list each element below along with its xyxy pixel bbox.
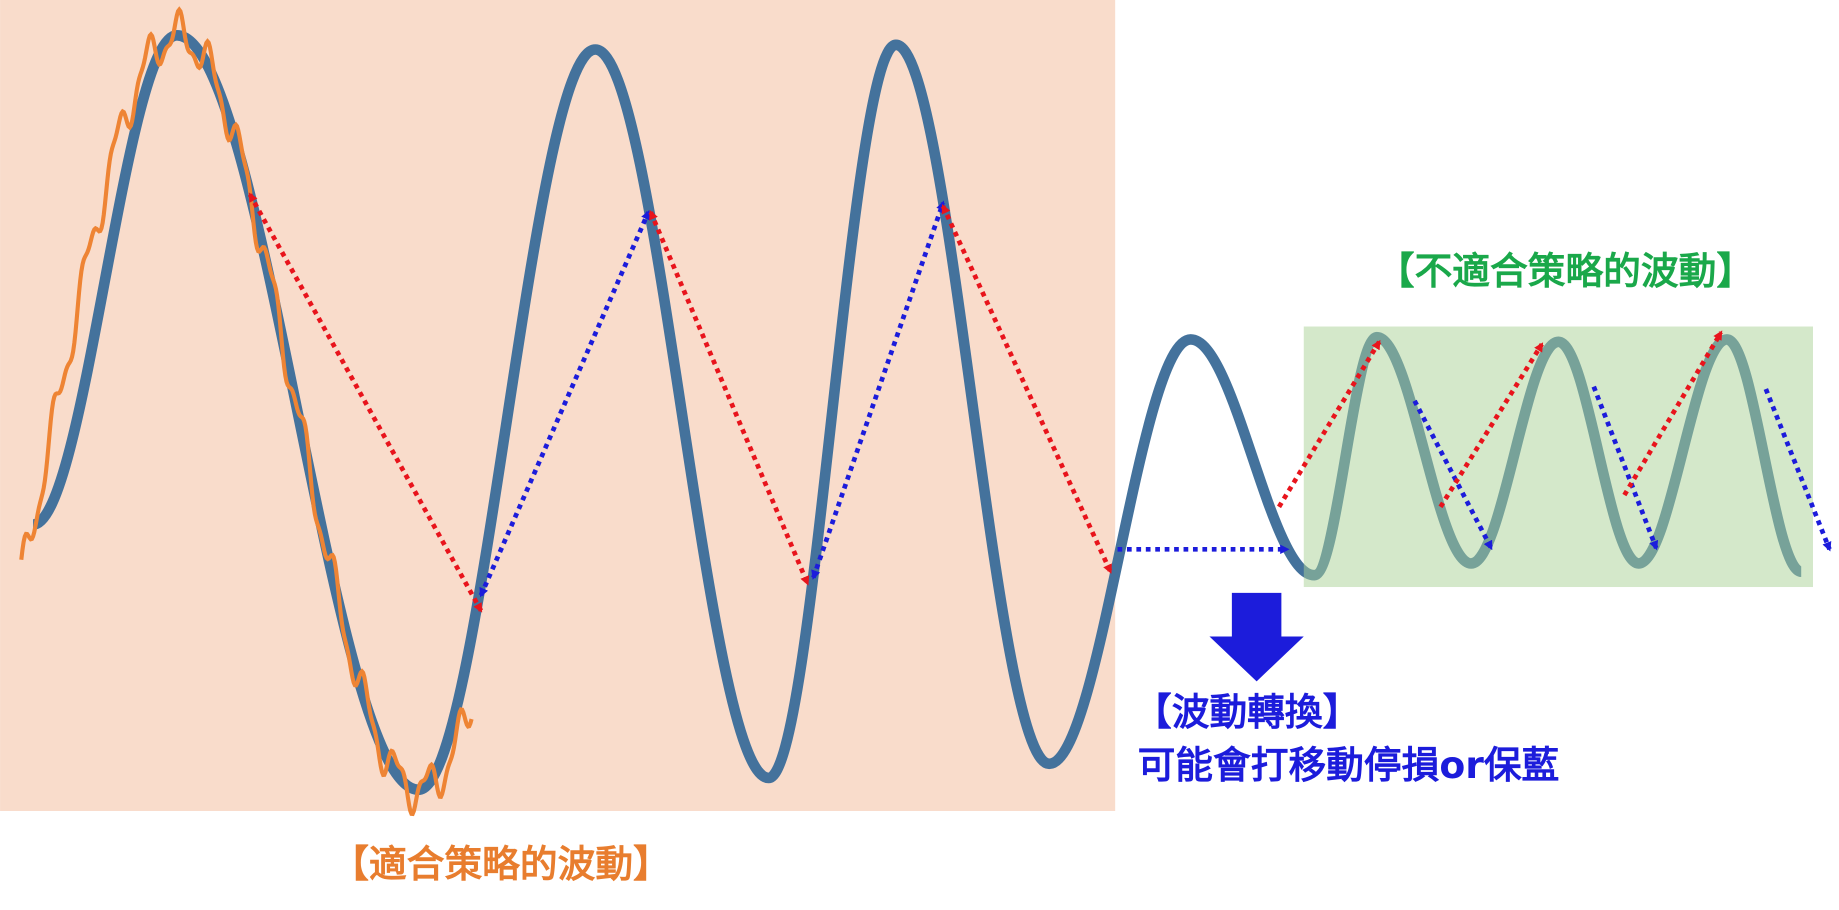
unsuitable-zone	[1303, 326, 1813, 588]
dotted-arrow	[1622, 330, 1724, 497]
dotted-arrow	[811, 200, 946, 580]
transition-title: 【波動轉換】	[1134, 690, 1360, 734]
price-line	[19, 6, 474, 817]
dotted-arrow	[247, 192, 484, 613]
dotted-arrow	[1591, 385, 1659, 551]
arrows	[247, 192, 1832, 613]
down-arrow	[1209, 592, 1304, 682]
dotted-arrow	[648, 210, 810, 586]
dotted-arrow	[1438, 342, 1544, 509]
dotted-arrow	[1763, 388, 1832, 552]
suitable-label: 【適合策略的波動】	[331, 842, 670, 886]
dotted-arrow	[1277, 339, 1382, 509]
dotted-arrow	[940, 204, 1113, 574]
unsuitable-label: 【不適合策略的波動】	[1377, 249, 1754, 293]
transition-note: 可能會打移動停損or保藍	[1138, 743, 1560, 787]
dotted-arrow	[478, 210, 651, 598]
